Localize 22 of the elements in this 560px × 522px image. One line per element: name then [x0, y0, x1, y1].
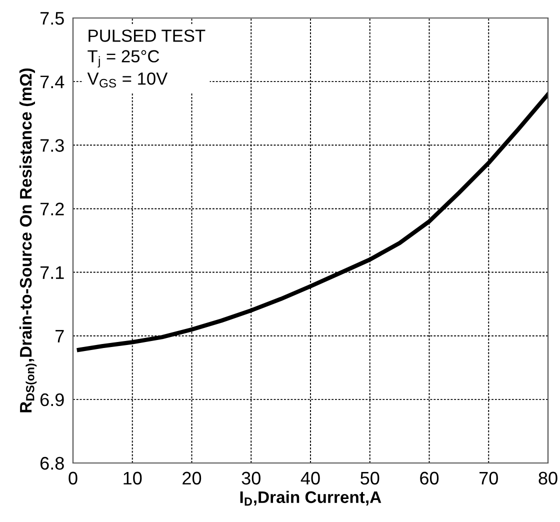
x-axis-title: I$_{D}$,Drain Current,A: [240, 490, 382, 506]
x-tick-label: 30: [242, 472, 260, 485]
y-tick-label: 6.9: [40, 393, 64, 406]
x-tick-label: 20: [182, 472, 202, 485]
y-tick-label: 7.3: [40, 139, 64, 152]
y-tick-label: 7.2: [40, 202, 64, 216]
y-tick-label: 7.4: [40, 76, 64, 88]
x-tick-label: 0: [68, 472, 78, 485]
annotation: PULSED TEST: [88, 30, 206, 42]
y-tick-label: 6.8: [40, 456, 64, 470]
x-tick-label: 80: [538, 472, 558, 485]
y-axis-title: R$_{DS(on)}$,Drain-to-Source On Resistance (mΩ): [19, 68, 37, 412]
x-tick-label: 10: [124, 472, 142, 485]
annotation: V$_{GS}$ = 10V: [87, 72, 168, 88]
x-tick-label: 40: [300, 472, 320, 485]
x-tick-label: 50: [360, 472, 380, 485]
annotation: T$_{j}$ = 25°C: [88, 50, 160, 68]
y-tick-label: 7: [56, 330, 64, 342]
x-tick-label: 70: [480, 472, 498, 485]
y-tick-label: 7.5: [40, 12, 64, 25]
y-tick-label: 7.1: [40, 266, 64, 279]
x-tick-label: 60: [420, 472, 439, 485]
